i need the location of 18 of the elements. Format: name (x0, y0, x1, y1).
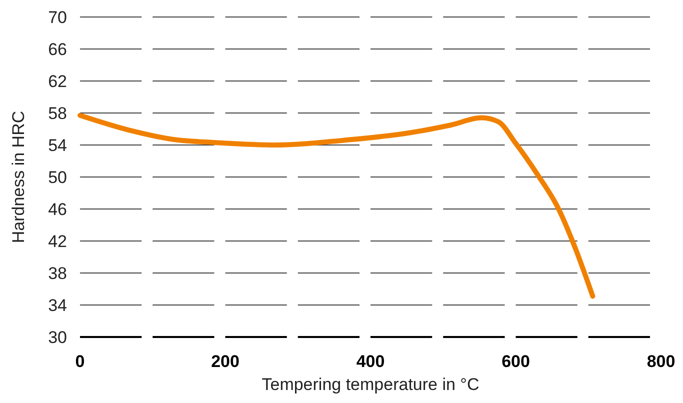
y-tick-label: 50 (48, 168, 67, 187)
x-tick-label: 800 (646, 352, 676, 371)
y-axis-title: Hardness in HRC (9, 110, 28, 244)
y-tick-label: 62 (48, 72, 67, 91)
x-tick-label: 600 (502, 352, 530, 371)
y-tick-label: 66 (48, 40, 67, 59)
y-tick-label: 70 (48, 8, 67, 27)
x-tick-label: 200 (211, 352, 240, 371)
x-tick-label: 400 (356, 352, 385, 371)
y-tick-label: 58 (48, 104, 67, 123)
y-tick-label: 46 (48, 200, 67, 219)
y-tick-label: 54 (48, 136, 67, 155)
y-tick-label: 38 (48, 264, 67, 283)
x-tick-label: 0 (75, 352, 85, 371)
y-tick-label: 42 (48, 232, 67, 251)
x-axis-title: Tempering temperature in °C (262, 375, 480, 394)
y-tick-label: 30 (48, 328, 67, 347)
y-tick-label: 34 (48, 296, 67, 315)
